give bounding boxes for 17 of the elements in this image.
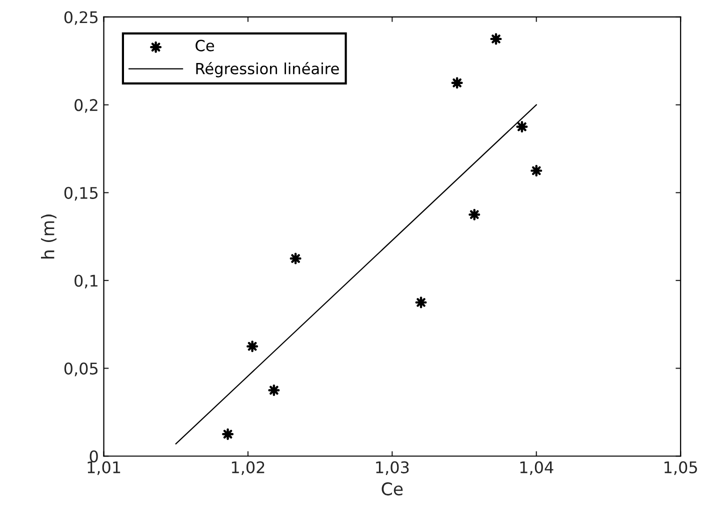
y-tick-label: 0,05 (64, 362, 98, 376)
y-axis-title: h (m) (41, 214, 56, 258)
point (222, 428, 234, 440)
x-axis-title: Ce (382, 482, 403, 496)
y-tick-label: 0,25 (64, 11, 98, 25)
x-tick-label: 1,01 (88, 461, 120, 475)
x-tick-label: 1,02 (232, 461, 264, 475)
y-tick-label: 0,2 (74, 99, 98, 113)
legend-label: Régression linéaire (196, 62, 339, 78)
x-tick-label: 1,04 (520, 461, 554, 475)
x-tick-label: 1,05 (664, 461, 697, 475)
point (246, 340, 258, 352)
y-tick-label: 0,1 (74, 274, 98, 288)
x-tick-label: 1,03 (376, 461, 409, 475)
y-tick-label: 0 (90, 450, 98, 462)
legend-label: Ce (196, 40, 214, 52)
y-tick-label: 0,15 (64, 186, 98, 201)
